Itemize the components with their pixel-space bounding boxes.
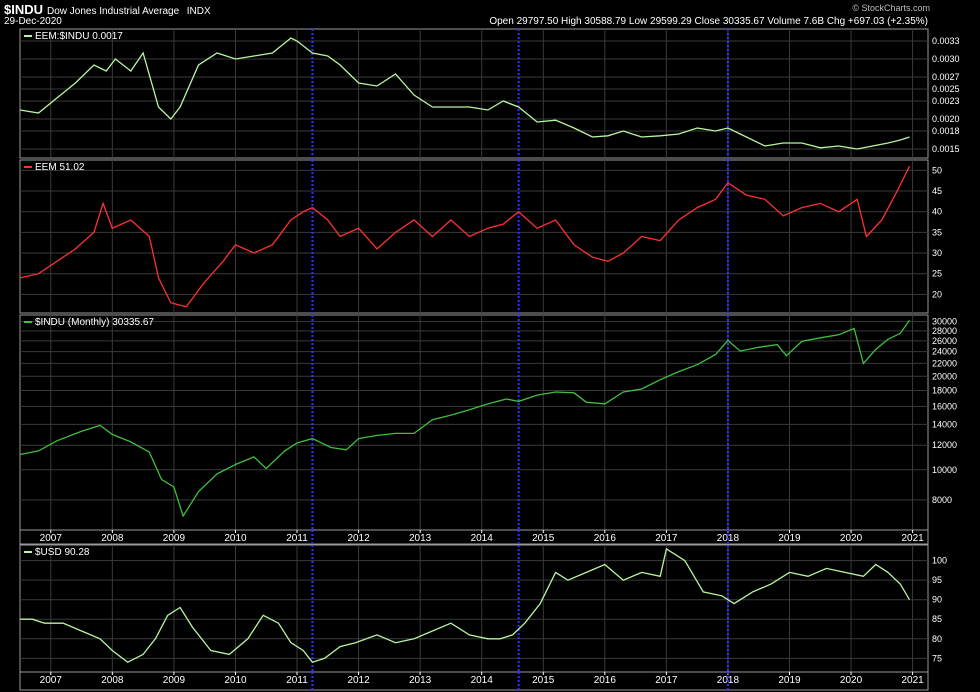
legend-label: EEM 51.02 [35, 162, 85, 173]
panel-frame [19, 28, 929, 159]
x-tick-label: 2012 [347, 533, 370, 544]
exchange: INDX [186, 6, 211, 17]
y-tick-label: 85 [932, 614, 942, 624]
y-tick-label: 100 [932, 556, 947, 566]
x-tick-label: 2012 [347, 675, 370, 686]
x-tick-label: 2011 [286, 675, 308, 686]
y-tick-label: 30000 [932, 317, 957, 327]
x-tick-label: 2007 [40, 533, 63, 544]
x-tick-label: 2008 [101, 675, 124, 686]
quote-summary: Open 29797.50 High 30588.79 Low 29599.29… [489, 16, 928, 27]
y-tick-label: 0.0018 [932, 126, 960, 136]
y-tick-label: 75 [932, 653, 942, 663]
x-tick-label: 2013 [409, 675, 432, 686]
x-axis-1: 2007 2008 2009 2010 2011 2012 2013 2014 2015 2016… [19, 529, 929, 545]
panel-frame [19, 544, 929, 673]
y-tick-label: 24000 [932, 347, 957, 357]
x-tick-label: 2007 [40, 675, 63, 686]
x-tick-label: 2021 [901, 675, 924, 686]
series-line [19, 319, 911, 518]
symbol: $INDU [4, 2, 44, 17]
x-tick-label: 2016 [594, 533, 617, 544]
x-tick-label: 2013 [409, 533, 432, 544]
y-tick-label: 0.0025 [932, 84, 960, 94]
y-tick-label: 14000 [932, 419, 957, 429]
y-tick-label: 12000 [932, 440, 957, 450]
y-tick-label: 95 [932, 575, 942, 585]
legend-label: $INDU (Monthly) 30335.67 [35, 317, 154, 328]
x-tick-label: 2014 [471, 533, 494, 544]
chart-panel-2: 50 45 40 35 30 25 20 EEM 51.02 [19, 159, 942, 314]
panel-frame [19, 314, 929, 531]
y-tick-label: 80 [932, 634, 942, 644]
y-tick-label: 18000 [932, 385, 957, 395]
y-tick-label: 28000 [932, 326, 957, 336]
x-tick-label: 2019 [778, 533, 801, 544]
series-line [19, 165, 911, 308]
x-tick-label: 2019 [778, 675, 801, 686]
x-tick-label: 2016 [594, 675, 617, 686]
y-tick-label: 20 [932, 289, 942, 299]
x-tick-label: 2015 [532, 533, 555, 544]
symbol-title: $INDU Dow Jones Industrial Average INDX [4, 2, 211, 17]
x-tick-label: 2011 [286, 533, 308, 544]
y-tick-label: 40 [932, 207, 942, 217]
y-tick-label: 45 [932, 186, 942, 196]
y-tick-label: 8000 [932, 495, 952, 505]
x-tick-label: 2020 [840, 675, 863, 686]
series-line [20, 547, 911, 663]
y-tick-label: 0.0027 [932, 72, 960, 82]
x-tick-label: 2009 [163, 675, 186, 686]
y-tick-label: 22000 [932, 358, 957, 368]
panel-frame [19, 159, 929, 314]
x-tick-label: 2014 [471, 675, 494, 686]
symbol-name: Dow Jones Industrial Average [47, 6, 180, 17]
chart-header: $INDU Dow Jones Industrial Average INDX 2… [0, 0, 980, 28]
x-tick-label: 2015 [532, 675, 555, 686]
x-tick-label: 2017 [655, 533, 678, 544]
y-tick-label: 0.0015 [932, 144, 960, 154]
y-tick-label: 20000 [932, 371, 957, 381]
y-tick-label: 16000 [932, 401, 957, 411]
x-tick-label: 2010 [224, 533, 247, 544]
y-tick-label: 10000 [932, 465, 957, 475]
y-tick-label: 50 [932, 165, 942, 175]
chart-panel-4: 100 95 90 85 80 75 $USD 90.28 [19, 544, 947, 673]
y-tick-label: 0.0033 [932, 36, 960, 46]
y-tick-label: 0.0020 [932, 114, 960, 124]
x-axis-frame [19, 671, 929, 691]
y-tick-label: 30 [932, 248, 942, 258]
x-tick-label: 2010 [224, 675, 247, 686]
brand-watermark: © StockCharts.com [852, 3, 930, 13]
y-tick-label: 35 [932, 227, 942, 237]
x-tick-label: 2021 [901, 533, 924, 544]
series-line [19, 37, 910, 150]
x-tick-label: 2008 [101, 533, 124, 544]
chart-panel-1: 0.0033 0.0030 0.0027 0.0025 0.0023 0.0020 0.00… [19, 28, 960, 159]
x-tick-label: 2020 [840, 533, 863, 544]
y-tick-label: 90 [932, 595, 942, 605]
y-tick-label: 0.0030 [932, 54, 960, 64]
x-tick-label: 2017 [655, 675, 678, 686]
y-tick-label: 26000 [932, 336, 957, 346]
x-axis-frame [19, 529, 929, 545]
x-axis-2: 2007 2008 2009 2010 2011 2012 2013 2014 2015 2016… [19, 671, 929, 691]
x-tick-label: 2009 [163, 533, 186, 544]
chart-date: 29-Dec-2020 [4, 16, 62, 27]
y-tick-label: 0.0023 [932, 96, 960, 106]
legend-label: EEM:$INDU 0.0017 [35, 31, 123, 42]
y-tick-label: 25 [932, 269, 942, 279]
legend-label: $USD 90.28 [35, 547, 90, 558]
